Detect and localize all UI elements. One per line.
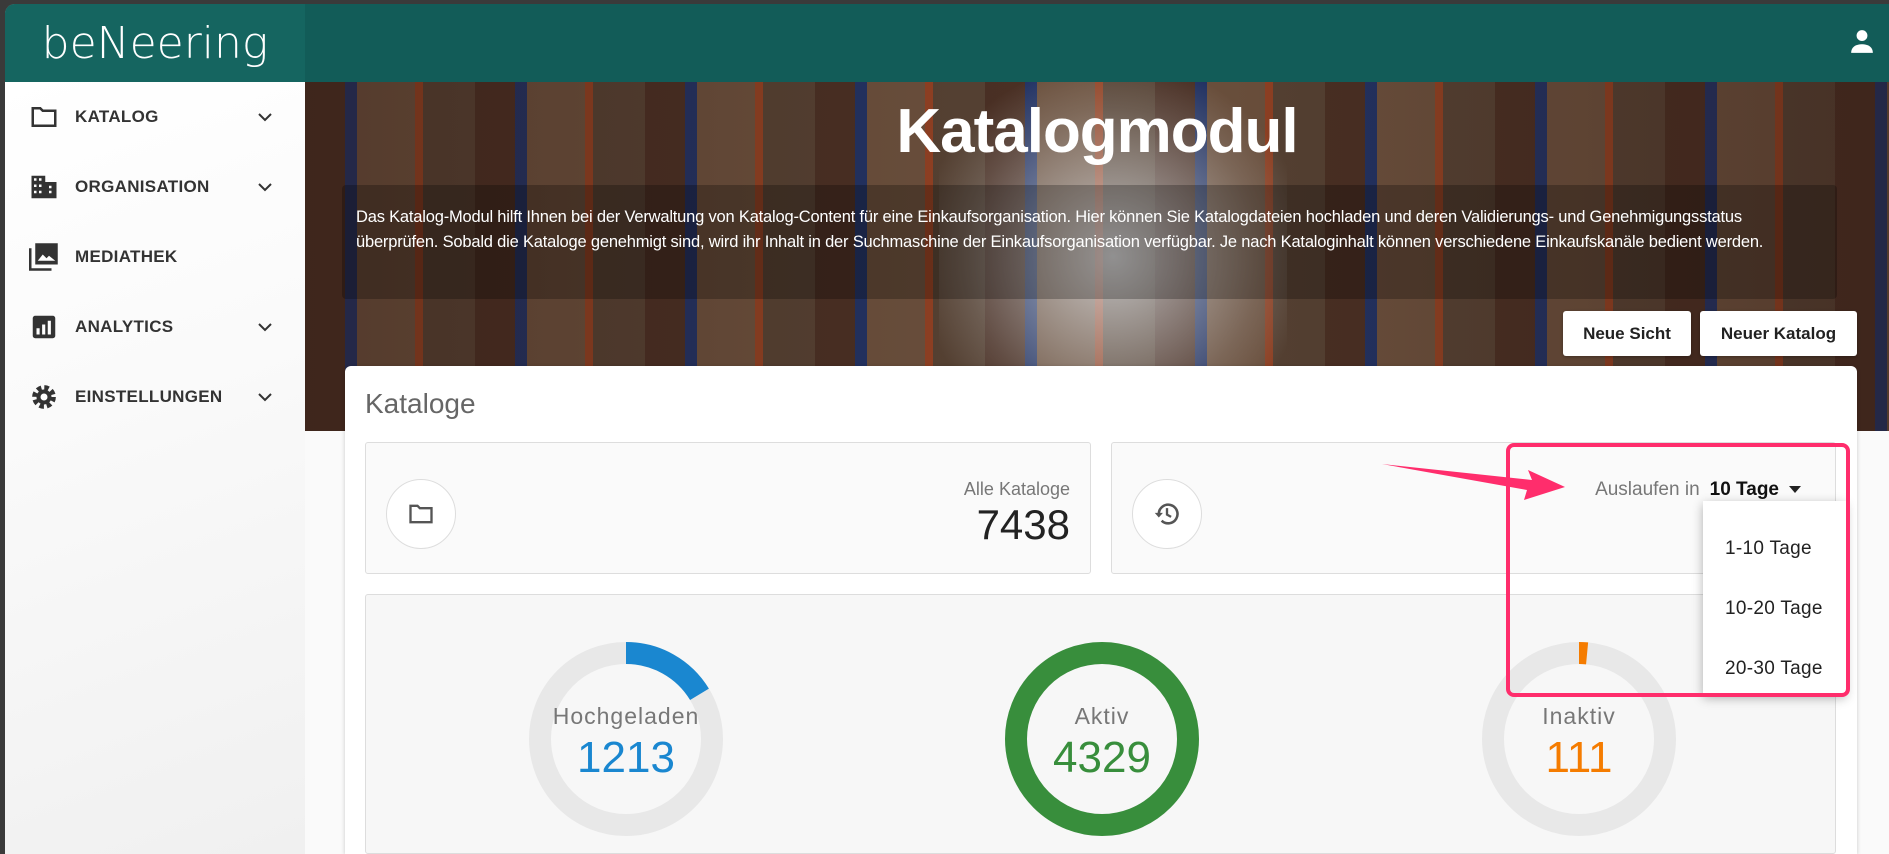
sidebar-item-label: EINSTELLUNGEN xyxy=(75,387,223,406)
photo-library-icon xyxy=(29,243,58,271)
sidebar: KATALOG ORGANISATION MEDIATHEK ANALYTICS… xyxy=(5,82,305,854)
logo[interactable]: beNeering xyxy=(5,4,305,82)
building-icon xyxy=(31,175,57,199)
history-icon xyxy=(1154,503,1179,525)
donut-value: 111 xyxy=(1545,733,1613,782)
user-account-icon[interactable] xyxy=(1849,28,1875,54)
donut-arc xyxy=(1482,642,1676,836)
folder-icon xyxy=(31,107,57,127)
menu-item-1-10-days[interactable]: 1-10 Tage xyxy=(1725,538,1812,559)
menu-item-10-20-days[interactable]: 10-20 Tage xyxy=(1725,598,1823,619)
donut-arc xyxy=(529,642,723,836)
sidebar-item-katalog[interactable]: KATALOG xyxy=(5,82,305,152)
chevron-down-icon xyxy=(258,183,272,192)
status-charts: Hochgeladen 1213 Aktiv 4329 Inaktiv 111 xyxy=(365,594,1836,854)
caret-down-icon xyxy=(1789,486,1801,493)
donut-value: 1213 xyxy=(577,733,675,782)
top-bar: beNeering xyxy=(5,4,1889,82)
sidebar-item-mediathek[interactable]: MEDIATHEK xyxy=(5,222,305,292)
new-catalog-button[interactable]: Neuer Katalog xyxy=(1700,311,1857,356)
module-description: Das Katalog-Modul hilft Ihnen bei der Ve… xyxy=(342,185,1837,299)
expiry-label: Auslaufen in xyxy=(1595,479,1700,500)
all-catalogs-value: 7438 xyxy=(976,501,1070,548)
all-catalogs-stat[interactable]: Alle Kataloge 7438 xyxy=(365,442,1091,574)
donut-uploaded[interactable]: Hochgeladen 1213 xyxy=(528,641,724,837)
donut-ring xyxy=(529,642,723,836)
folder-icon-circle xyxy=(386,479,456,549)
chevron-down-icon xyxy=(258,393,272,402)
sidebar-item-organisation[interactable]: ORGANISATION xyxy=(5,152,305,222)
new-view-button[interactable]: Neue Sicht xyxy=(1563,311,1691,356)
all-catalogs-label: Alle Kataloge xyxy=(963,479,1070,499)
donut-arc xyxy=(1005,642,1199,836)
donut-label: Aktiv xyxy=(1074,703,1130,729)
donut-active[interactable]: Aktiv 4329 xyxy=(1004,641,1200,837)
sidebar-item-einstellungen[interactable]: EINSTELLUNGEN xyxy=(5,362,305,432)
analytics-icon xyxy=(32,315,56,339)
sidebar-item-label: KATALOG xyxy=(75,107,159,126)
expiry-selected-value: 10 Tage xyxy=(1709,479,1779,500)
sidebar-item-label: MEDIATHEK xyxy=(75,247,178,266)
chevron-down-icon xyxy=(258,113,272,122)
expiry-dropdown-menu: 1-10 Tage 10-20 Tage 20-30 Tage xyxy=(1703,501,1846,695)
chevron-down-icon xyxy=(258,323,272,332)
donut-ring xyxy=(1482,642,1676,836)
donut-inactive[interactable]: Inaktiv 111 xyxy=(1481,641,1677,837)
sidebar-item-label: ANALYTICS xyxy=(75,317,174,336)
donut-label: Inaktiv xyxy=(1542,703,1616,729)
page-title: Katalogmodul xyxy=(896,97,1298,166)
main-content: Katalogmodul Das Katalog-Modul hilft Ihn… xyxy=(305,82,1889,854)
menu-item-20-30-days[interactable]: 20-30 Tage xyxy=(1725,658,1823,679)
history-icon-circle xyxy=(1132,479,1202,549)
sidebar-item-analytics[interactable]: ANALYTICS xyxy=(5,292,305,362)
donut-ring xyxy=(1005,642,1199,836)
expiry-select[interactable]: Auslaufen in 10 Tage xyxy=(1595,479,1801,501)
donut-label: Hochgeladen xyxy=(552,703,700,729)
sidebar-item-label: ORGANISATION xyxy=(75,177,210,196)
card-title: Kataloge xyxy=(365,388,476,419)
donut-value: 4329 xyxy=(1053,733,1151,782)
catalogs-card: Kataloge Alle Kataloge 7438 Auslaufen in… xyxy=(345,366,1857,854)
gear-icon xyxy=(32,385,56,409)
app-window: beNeering KATALOG ORGANISATION MEDIATHEK… xyxy=(5,4,1889,854)
folder-icon xyxy=(409,504,433,524)
